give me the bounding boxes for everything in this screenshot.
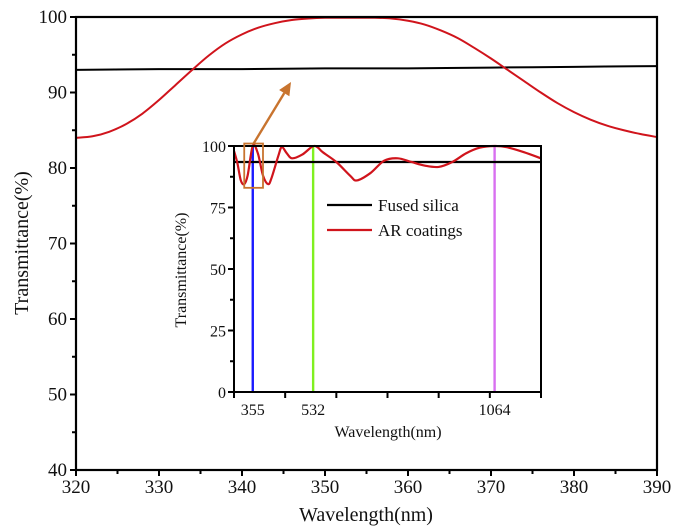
inset-y-tick-label: 25 — [210, 324, 226, 341]
main-y-axis-title: Transmittance(%) — [11, 171, 33, 315]
main-x-tick-label: 330 — [145, 477, 174, 498]
main-y-tick-label: 60 — [48, 309, 67, 330]
inset-x-tick-label: 532 — [301, 402, 325, 419]
main-series-line-ar-coatings — [75, 16, 658, 139]
inset-axis-ticks: 355 532 1064 0 25 50 75 100 — [202, 139, 542, 419]
inset-x-tick-label: 1064 — [479, 402, 511, 419]
main-x-tick-label: 380 — [560, 477, 589, 498]
main-axis-ticks: 320 330 340 350 360 370 380 390 40 50 60 70 80 90 100 — [39, 7, 672, 498]
main-x-axis-title: Wavelength(nm) — [299, 504, 433, 526]
inset-y-tick-label: 50 — [210, 262, 226, 279]
main-plot-series — [75, 16, 658, 139]
inset-background — [234, 146, 541, 392]
inset-y-tick-label: 75 — [210, 201, 226, 218]
main-y-tick-label: 70 — [48, 234, 67, 255]
inset-plot-area — [234, 146, 541, 392]
main-x-tick-label: 390 — [643, 477, 672, 498]
main-x-tick-label: 320 — [62, 477, 91, 498]
main-y-tick-label: 80 — [48, 158, 67, 179]
main-x-tick-label: 360 — [394, 477, 423, 498]
zoom-annotation — [243, 82, 291, 189]
main-x-tick-label: 370 — [477, 477, 506, 498]
zoom-arrow-shaft — [252, 92, 286, 145]
inset-x-axis-title: Wavelength(nm) — [334, 424, 441, 441]
legend-label-fused-silica: Fused silica — [378, 196, 459, 215]
main-y-tick-label: 40 — [48, 460, 67, 481]
inset-legend: Fused silica AR coatings — [327, 196, 463, 240]
main-series-line-fused-silica — [75, 65, 658, 71]
zoom-arrow-head — [279, 82, 291, 97]
main-x-tick-label: 340 — [228, 477, 257, 498]
inset-y-axis-title: Transmittance(%) — [173, 213, 190, 328]
main-y-tick-label: 50 — [48, 385, 67, 406]
legend-label-ar-coatings: AR coatings — [378, 221, 463, 240]
main-x-tick-label: 350 — [311, 477, 340, 498]
inset-x-tick-label: 355 — [241, 402, 265, 419]
inset-y-tick-label: 0 — [218, 385, 226, 402]
main-y-tick-label: 90 — [48, 83, 67, 104]
main-y-tick-label: 100 — [39, 7, 68, 28]
inset-y-tick-label: 100 — [202, 139, 226, 156]
